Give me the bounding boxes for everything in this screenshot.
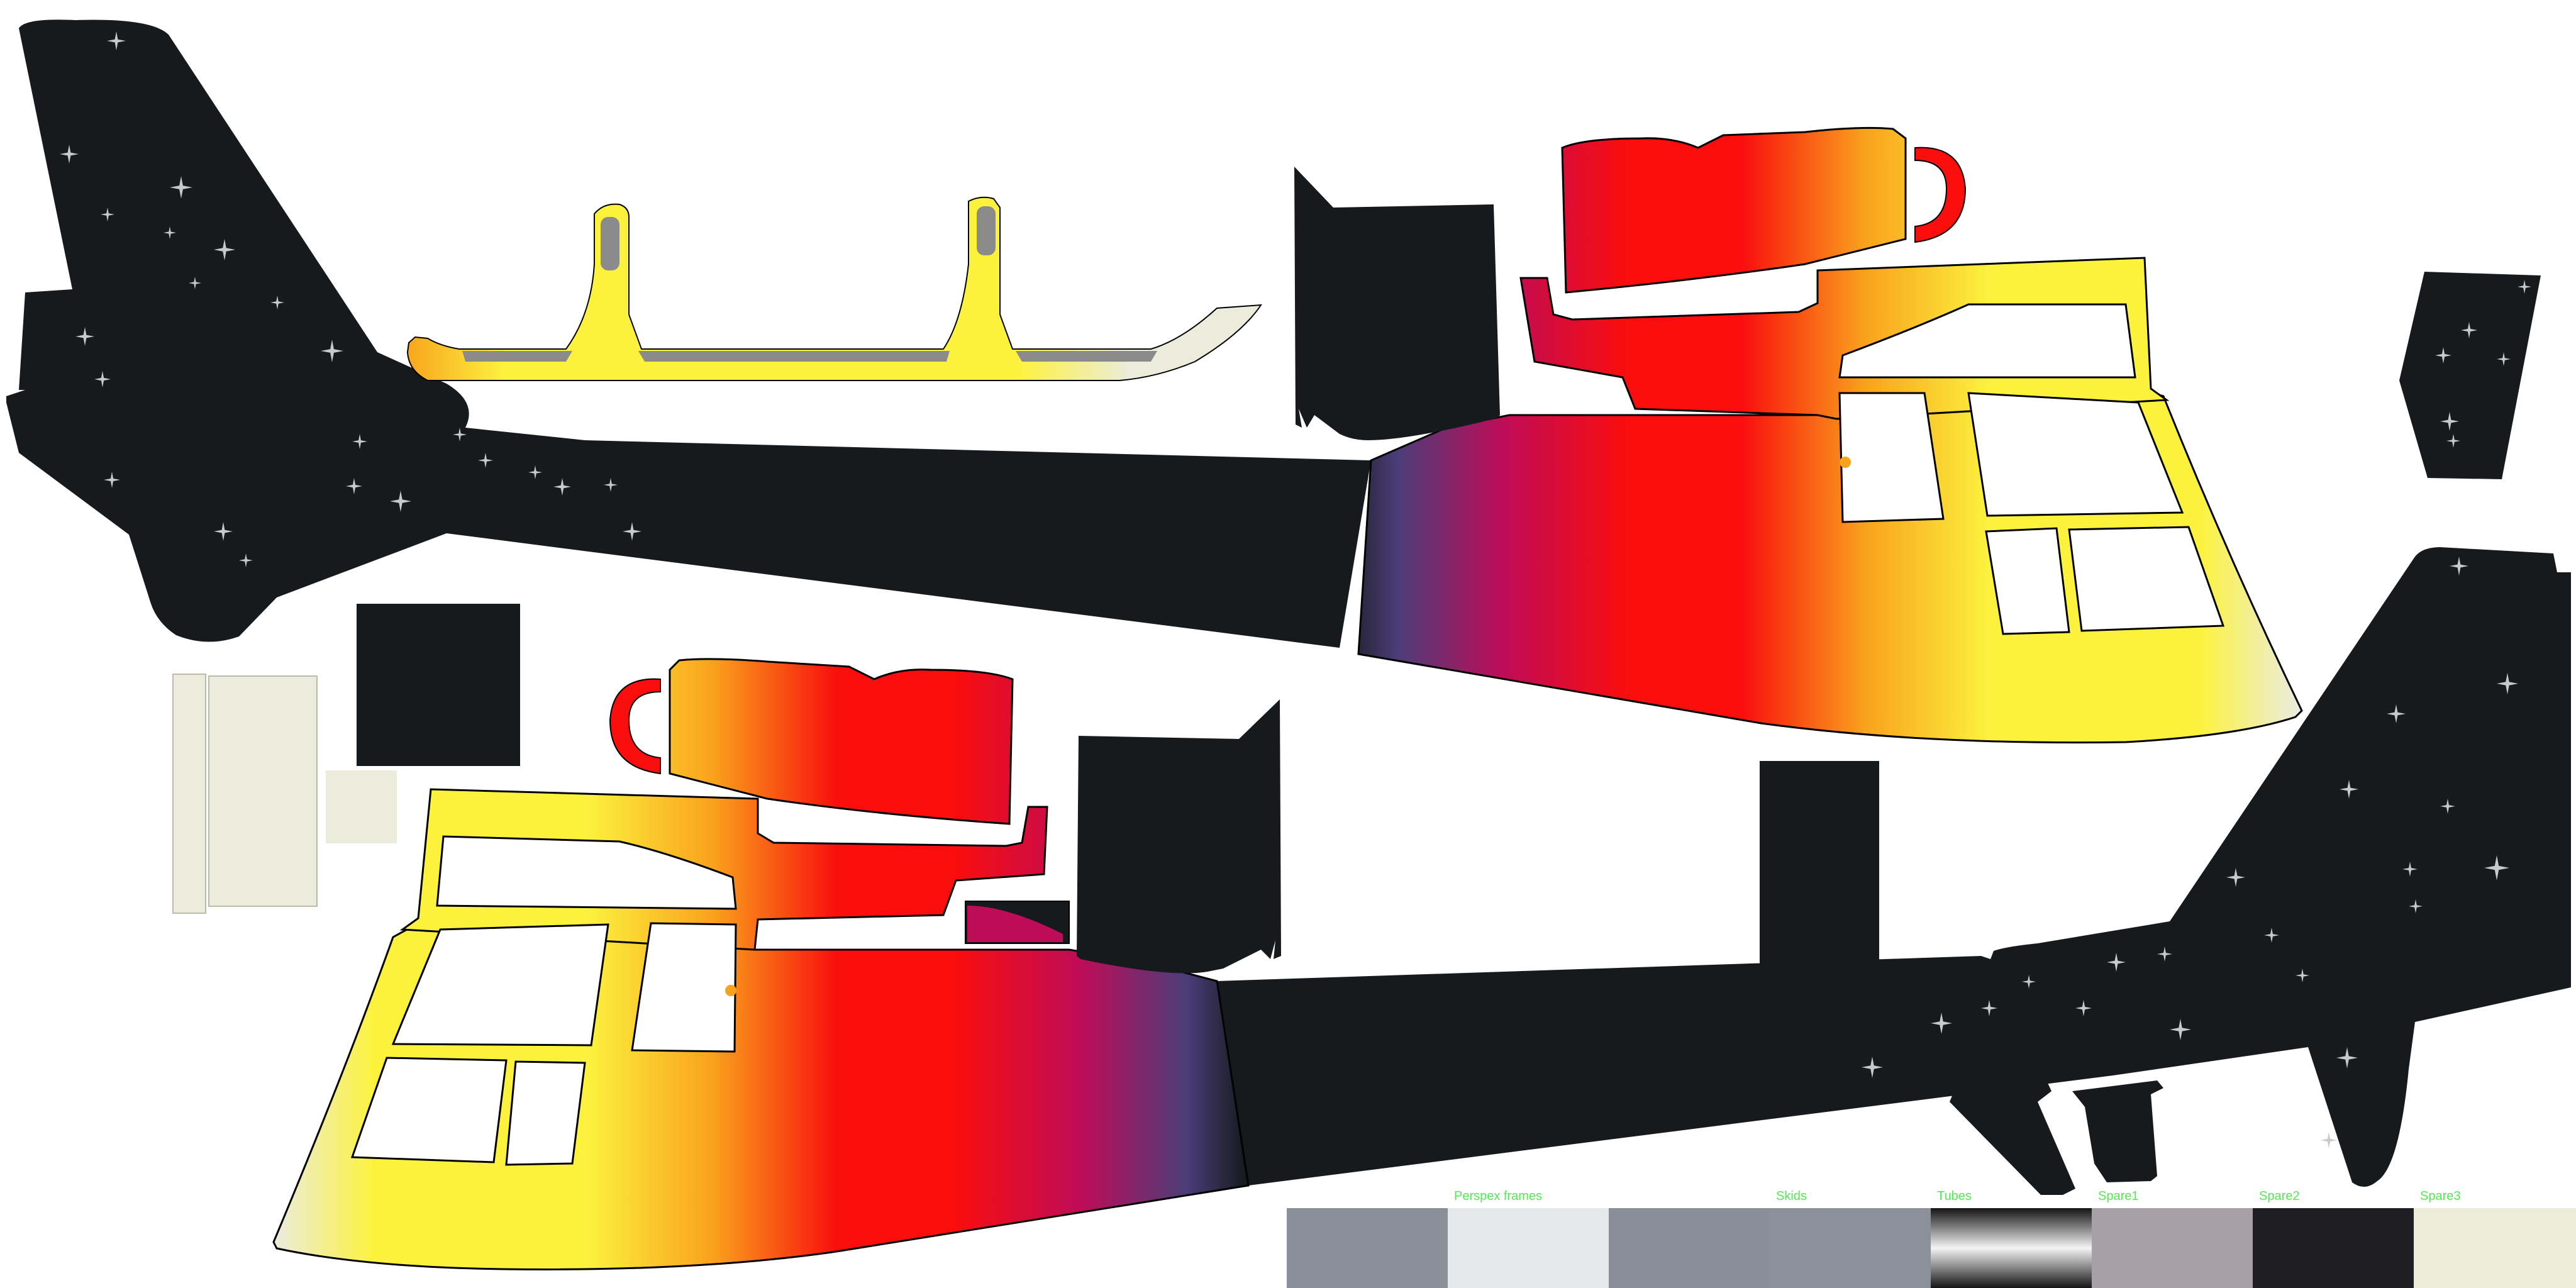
red-clip-bottom xyxy=(609,678,661,775)
swatch-skids xyxy=(1770,1208,1931,1288)
skid-top-slot-2 xyxy=(977,206,996,255)
swatch-tubes xyxy=(1931,1208,2092,1288)
dark-square-left xyxy=(357,604,520,766)
engine-panel-bottom xyxy=(669,658,1014,825)
orange-dot-bottom xyxy=(725,985,736,996)
orange-dot-top xyxy=(1840,457,1851,468)
window-top-4 xyxy=(1985,527,2070,635)
dark-rect-center xyxy=(1760,761,1879,965)
fin-tip-top-right xyxy=(2399,272,2541,479)
small-bar-bottom-grad xyxy=(967,906,1063,942)
swatch-3 xyxy=(1609,1208,1770,1288)
window-top-2 xyxy=(1838,392,1945,523)
tail-boom-right xyxy=(1217,547,2571,1187)
skid-top-tube xyxy=(462,351,1157,362)
swatch-label-perspex-frames: Perspex frames xyxy=(1454,1189,1543,1203)
engine-panel-top xyxy=(1561,126,1907,294)
red-clip-top xyxy=(1914,147,1967,243)
window-bottom-2 xyxy=(631,922,737,1053)
window-bottom-1 xyxy=(436,835,737,910)
swatch-label-skids: Skids xyxy=(1776,1189,1807,1203)
swatch-label-spare1: Spare1 xyxy=(2098,1189,2139,1203)
swatch-label-spare3: Spare3 xyxy=(2420,1189,2461,1203)
cabin-upper-panel-bottom xyxy=(399,788,1048,951)
swatch-spare3 xyxy=(2414,1208,2576,1288)
dark-tab-1 xyxy=(1950,1082,2075,1195)
skid-top xyxy=(406,196,1262,381)
swatch-spare1 xyxy=(2092,1208,2253,1288)
window-bottom-3 xyxy=(391,923,609,1046)
swatch-label-tubes: Tubes xyxy=(1937,1189,1972,1203)
skid-top-slot-1 xyxy=(601,217,619,270)
window-bottom-5 xyxy=(350,1057,508,1163)
window-bottom-4 xyxy=(505,1060,586,1166)
dark-tab-2 xyxy=(2072,1080,2163,1182)
swatch-1 xyxy=(1287,1208,1448,1288)
panel-dark-bottom xyxy=(1077,699,1281,974)
swatch-spare2 xyxy=(2253,1208,2414,1288)
cabin-upper-panel-top xyxy=(1519,257,2170,420)
panel-dark-top xyxy=(1294,167,1500,440)
window-top-3 xyxy=(1967,392,2184,517)
swatch-perspex-frames xyxy=(1448,1208,1609,1288)
swatch-label-spare2: Spare2 xyxy=(2259,1189,2300,1203)
tail-boom-left xyxy=(6,19,1371,648)
window-top-5 xyxy=(2068,526,2225,632)
window-top-1 xyxy=(1838,303,2136,379)
cream-plates xyxy=(172,674,397,914)
